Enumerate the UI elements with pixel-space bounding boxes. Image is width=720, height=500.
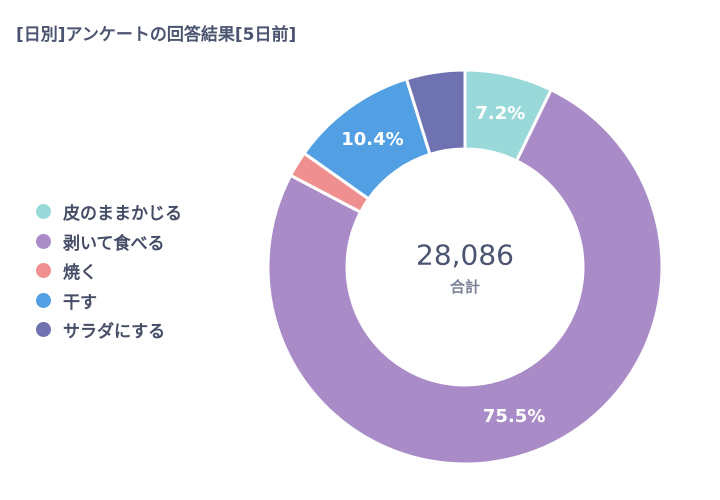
chart-title: [日別]アンケートの回答結果[5日前] (16, 25, 297, 45)
slice-value-label: 75.5% (483, 406, 545, 427)
legend-swatch (36, 233, 51, 249)
legend-item[interactable]: サラダにする (36, 315, 182, 345)
legend-swatch (36, 292, 51, 308)
legend-label: 干す (63, 292, 97, 313)
legend-swatch (36, 322, 51, 338)
slice-value-label: 10.4% (341, 129, 403, 150)
legend-item[interactable]: 干す (36, 286, 182, 316)
legend-item[interactable]: 皮のままかじる (36, 197, 182, 227)
total-label: 合計 (449, 278, 480, 296)
legend-swatch (36, 263, 51, 279)
legend-swatch (36, 204, 51, 220)
legend-label: 皮のままかじる (63, 204, 182, 225)
legend-label: 焼く (63, 263, 97, 284)
legend-item[interactable]: 剥いて食べる (36, 227, 182, 257)
total-value: 28,086 (416, 239, 514, 272)
legend: 皮のままかじる 剥いて食べる 焼く干すサラダにする (36, 197, 182, 345)
donut-slice[interactable] (266, 88, 664, 466)
legend-item[interactable]: 焼く (36, 256, 182, 286)
donut-slice[interactable] (404, 68, 467, 156)
legend-label: 剥いて食べる (63, 233, 165, 254)
slice-value-label: 7.2% (475, 103, 525, 124)
legend-label: サラダにする (63, 322, 166, 343)
